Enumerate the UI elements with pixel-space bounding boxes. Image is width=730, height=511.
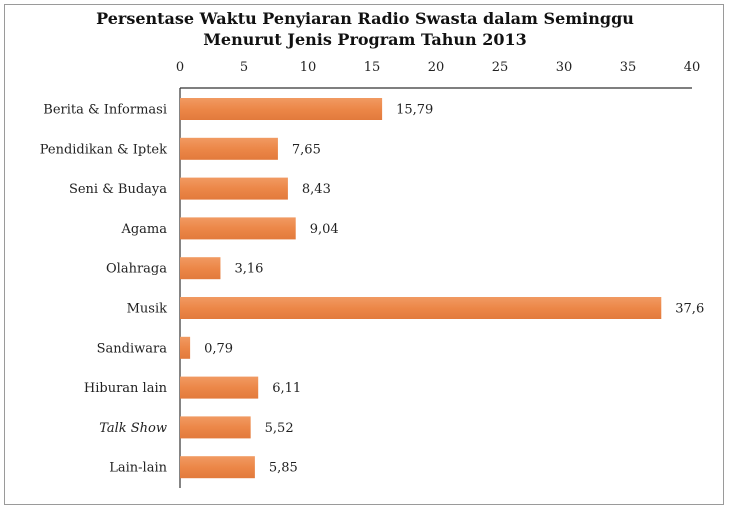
chart-title: Persentase Waktu Penyiaran Radio Swasta …: [96, 9, 634, 28]
category-label: Pendidikan & Iptek: [40, 142, 167, 157]
x-tick-label: 20: [428, 60, 445, 75]
bar: [180, 416, 251, 439]
bar: [180, 98, 383, 120]
category-label: Olahraga: [106, 262, 167, 277]
category-label: Seni & Budaya: [69, 182, 167, 197]
bar: [180, 217, 296, 240]
axes: 0 5 10 15 20 25 30 35 40: [176, 60, 700, 488]
bar: [180, 137, 278, 160]
bar: [180, 297, 662, 319]
bars: [180, 98, 662, 479]
bar: [180, 177, 288, 200]
bar: [180, 257, 221, 280]
category-label: Musik: [127, 302, 168, 317]
category-label: Hiburan lain: [84, 381, 168, 396]
chart-subtitle: Menurut Jenis Program Tahun 2013: [203, 30, 527, 49]
x-tick-label: 25: [492, 60, 509, 75]
x-tick-label: 30: [556, 60, 573, 75]
x-tick-label: 35: [620, 60, 637, 75]
value-label: 37,6: [675, 302, 704, 317]
value-label: 3,16: [234, 262, 263, 277]
chart-title-block: Persentase Waktu Penyiaran Radio Swasta …: [0, 8, 730, 50]
value-label: 0,79: [204, 341, 233, 356]
value-label: 5,85: [269, 461, 298, 476]
category-label: Talk Show: [99, 421, 167, 436]
value-label: 9,04: [310, 222, 339, 237]
bar: [180, 376, 259, 399]
x-tick-label: 40: [684, 60, 701, 75]
x-tick-label: 15: [364, 60, 381, 75]
category-label: Berita & Informasi: [43, 103, 167, 118]
x-tick-label: 10: [300, 60, 317, 75]
value-label: 7,65: [292, 142, 321, 157]
x-tick-label: 5: [240, 60, 248, 75]
value-label: 6,11: [272, 381, 301, 396]
category-label: Sandiwara: [97, 341, 168, 356]
x-tick-label: 0: [176, 60, 184, 75]
bar: [180, 456, 255, 479]
value-label: 8,43: [302, 182, 331, 197]
labels: Berita & Informasi 15,79 Pendidikan & Ipte…: [40, 103, 705, 476]
value-label: 15,79: [396, 103, 433, 118]
category-label: Agama: [120, 222, 167, 237]
bar: [180, 336, 191, 359]
category-label: Lain-lain: [109, 461, 167, 476]
value-label: 5,52: [265, 421, 294, 436]
